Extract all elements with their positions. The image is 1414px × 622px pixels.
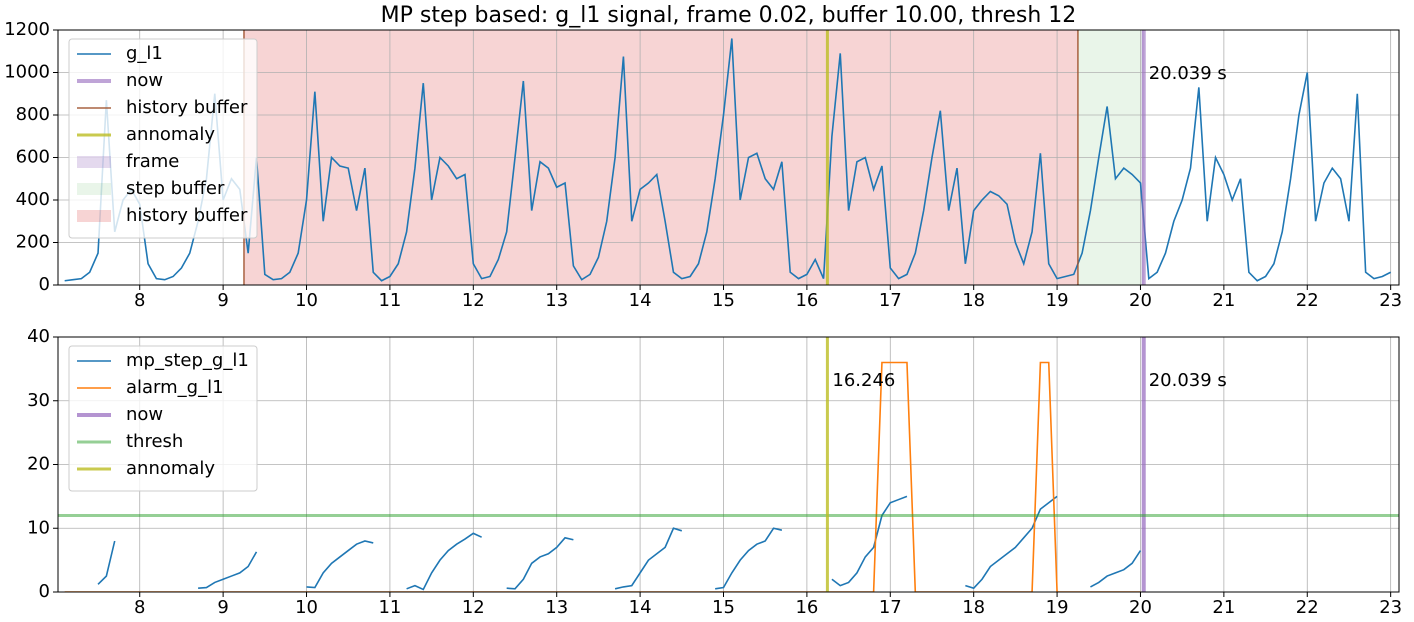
series-line (406, 532, 482, 591)
x-tick-label: 17 (879, 290, 902, 311)
legend-label: history buffer (126, 97, 248, 118)
series-line (306, 540, 374, 589)
ref-label: 16.246 (832, 370, 895, 391)
x-tick-label: 19 (1046, 290, 1069, 311)
legend-swatch (77, 183, 111, 195)
axes-frame (57, 29, 1400, 286)
series-line (97, 540, 116, 585)
y-tick-label: 0 (39, 581, 50, 602)
legend-box (68, 345, 258, 492)
legend-label: thresh (126, 431, 183, 452)
legend-label: g_l1 (126, 43, 163, 64)
series-line (831, 495, 908, 587)
x-tick-label: 11 (378, 290, 401, 311)
y-tick-label: 600 (16, 147, 50, 168)
y-tick-label: 10 (27, 517, 50, 538)
x-tick-label: 13 (545, 290, 568, 311)
legend-swatch (77, 210, 111, 222)
x-tick-label: 14 (629, 290, 652, 311)
x-tick-label: 11 (378, 597, 401, 618)
series-line (1090, 550, 1142, 588)
x-tick-label: 18 (962, 290, 985, 311)
x-tick-label: 8 (134, 290, 145, 311)
axes-frame (57, 336, 1400, 593)
x-tick-label: 15 (712, 597, 735, 618)
y-tick-label: 40 (27, 326, 50, 347)
y-tick-label: 30 (27, 390, 50, 411)
x-tick-label: 10 (295, 290, 318, 311)
y-tick-label: 1000 (4, 62, 50, 83)
y-tick-label: 20 (27, 454, 50, 475)
x-tick-label: 14 (629, 597, 652, 618)
x-tick-label: 18 (962, 597, 985, 618)
x-tick-label: 8 (134, 597, 145, 618)
plot-area (58, 337, 1399, 592)
y-tick-label: 200 (16, 232, 50, 253)
legend-label: alarm_g_l1 (126, 377, 224, 398)
legend-label: step buffer (126, 178, 225, 199)
x-tick-label: 21 (1212, 290, 1235, 311)
series-line (715, 527, 783, 590)
legend-label: now (126, 70, 163, 91)
x-tick-label: 12 (462, 290, 485, 311)
series-line (506, 536, 574, 590)
legend-label: mp_step_g_l1 (126, 350, 249, 371)
x-tick-label: 12 (462, 597, 485, 618)
x-tick-label: 9 (217, 597, 228, 618)
y-tick-label: 800 (16, 104, 50, 125)
y-tick-label: 400 (16, 189, 50, 210)
series-line (965, 495, 1058, 590)
chart-title: MP step based: g_l1 signal, frame 0.02, … (381, 3, 1077, 28)
legend-box (68, 38, 258, 239)
plot-area (58, 30, 1399, 285)
x-tick-label: 16 (795, 290, 818, 311)
x-tick-label: 23 (1379, 597, 1402, 618)
x-tick-label: 21 (1212, 597, 1235, 618)
x-tick-label: 23 (1379, 290, 1402, 311)
legend-swatch (77, 156, 111, 168)
x-tick-label: 13 (545, 597, 568, 618)
x-tick-label: 20 (1129, 597, 1152, 618)
series-line (198, 551, 258, 589)
x-tick-label: 20 (1129, 290, 1152, 311)
ref-label: 20.039 s (1149, 63, 1227, 84)
legend-label: frame (126, 151, 179, 172)
x-tick-label: 22 (1296, 597, 1319, 618)
x-tick-label: 9 (217, 290, 228, 311)
ref-label: 20.039 s (1149, 370, 1227, 391)
x-tick-label: 22 (1296, 290, 1319, 311)
legend-label: annomaly (126, 124, 215, 145)
x-tick-label: 17 (879, 597, 902, 618)
y-tick-label: 0 (39, 274, 50, 295)
legend-label: history buffer (126, 205, 248, 226)
x-tick-label: 15 (712, 290, 735, 311)
legend-label: annomaly (126, 458, 215, 479)
x-tick-label: 19 (1046, 597, 1069, 618)
x-tick-label: 10 (295, 597, 318, 618)
series-line (614, 527, 683, 590)
x-tick-label: 16 (795, 597, 818, 618)
legend-label: now (126, 404, 163, 425)
series-line (64, 38, 1392, 282)
y-tick-label: 1200 (4, 19, 50, 40)
